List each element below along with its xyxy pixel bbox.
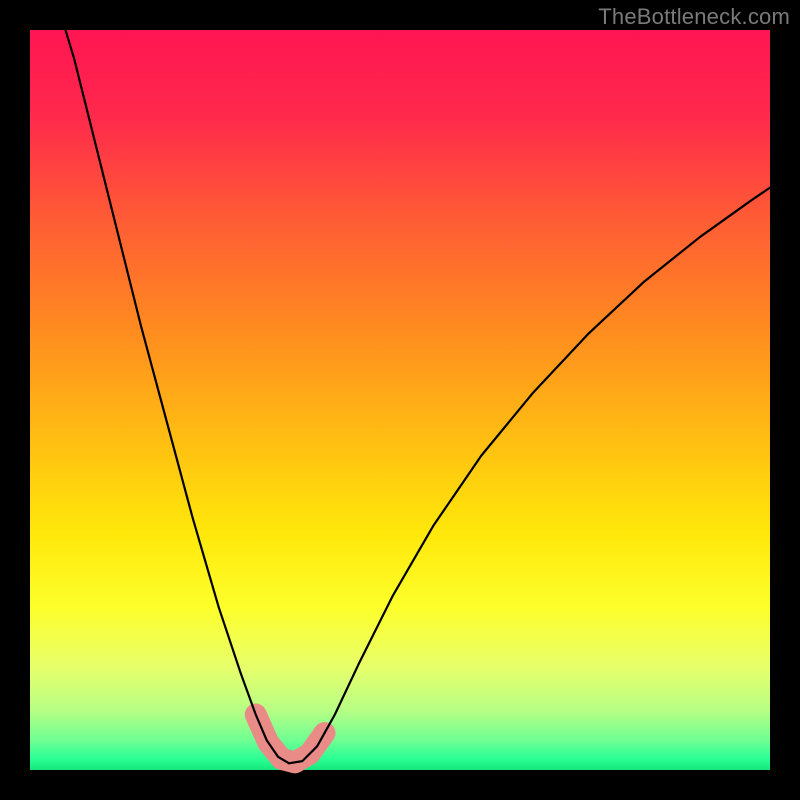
chart-root: TheBottleneck.com bbox=[0, 0, 800, 800]
plot-background-gradient bbox=[30, 30, 770, 770]
watermark-text: TheBottleneck.com bbox=[598, 4, 790, 30]
bottleneck-chart bbox=[0, 0, 800, 800]
